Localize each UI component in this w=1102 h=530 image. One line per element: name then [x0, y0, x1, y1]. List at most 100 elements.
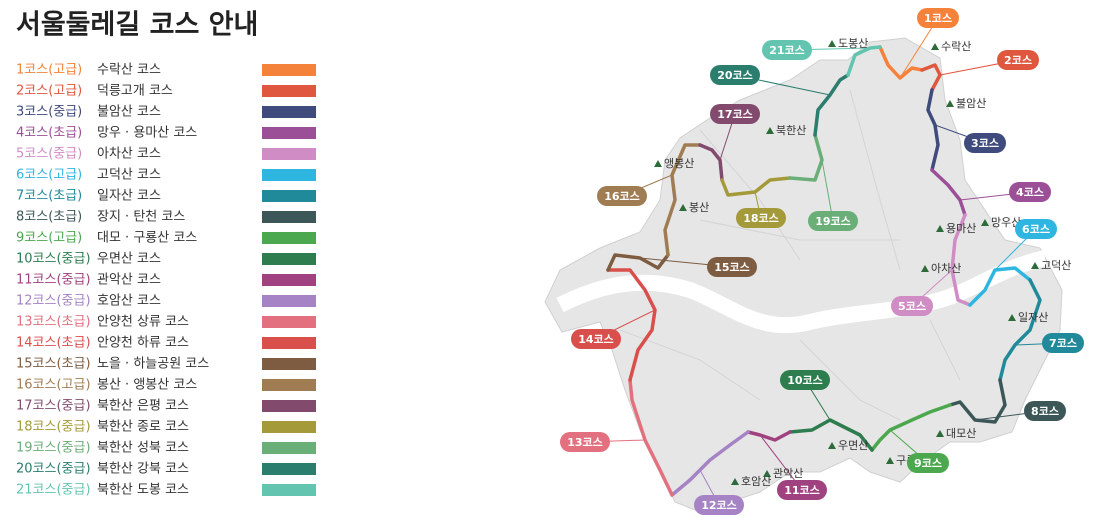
course-badge	[707, 257, 757, 277]
badge-text: 2코스	[1004, 54, 1032, 67]
mountain-icon	[886, 457, 894, 464]
route	[788, 418, 874, 452]
route	[870, 403, 952, 452]
legend-name: 고덕산 코스	[97, 168, 161, 183]
legend-name: 망우 · 용마산 코스	[97, 126, 197, 141]
badge-text: 14코스	[578, 333, 614, 346]
legend-swatch	[262, 127, 316, 139]
legend-swatch	[262, 148, 316, 160]
course-badge	[1024, 401, 1066, 421]
course-badge	[560, 432, 610, 452]
legend-name: 우면산 코스	[97, 252, 161, 267]
legend-course: 3코스(중급)	[16, 105, 82, 120]
mountain-label: 망우산	[991, 216, 1021, 229]
legend-course: 1코스(고급)	[16, 63, 82, 78]
title: 서울둘레길 코스 안내	[16, 10, 258, 41]
legend-swatch	[262, 190, 316, 202]
legend-name: 대모 · 구룡산 코스	[97, 231, 197, 246]
badge-text: 21코스	[769, 44, 805, 57]
route	[670, 430, 750, 497]
course-badge	[597, 186, 647, 206]
legend-name: 북한산 은평 코스	[97, 399, 189, 414]
mountain-icon	[828, 40, 836, 47]
legend-swatch	[262, 64, 316, 76]
legend-name: 북한산 종로 코스	[97, 420, 189, 435]
course-badge	[710, 104, 760, 124]
course-badge	[1015, 219, 1057, 239]
mountain-icon	[936, 225, 944, 232]
course-badge	[694, 495, 744, 515]
legend-name: 호암산 코스	[97, 294, 161, 309]
legend-course: 5코스(중급)	[16, 147, 82, 162]
legend-swatch	[262, 106, 316, 118]
course-badge	[710, 65, 760, 85]
legend-course: 11코스(중급)	[16, 273, 91, 288]
legend-name: 아차산 코스	[97, 147, 161, 162]
badge-text: 5코스	[898, 300, 926, 313]
legend-course: 9코스(고급)	[16, 231, 82, 246]
legend-swatch	[262, 232, 316, 244]
course-badge	[762, 40, 812, 60]
badges: 1코스 2코스 3코스 4코스 5코스 6코스 7코스 8코스 9코스 10코스 11코스 12코스 1…	[560, 8, 1084, 515]
course-badge	[1042, 333, 1084, 353]
badge-text: 16코스	[604, 190, 640, 203]
legend-name: 북한산 도봉 코스	[97, 483, 189, 498]
course-badge	[1009, 182, 1051, 202]
legend-swatch	[262, 400, 316, 412]
legend-course: 19코스(중급)	[16, 441, 91, 456]
course-badge	[964, 133, 1006, 153]
route	[746, 430, 792, 442]
course-badge	[907, 453, 949, 473]
mountain-icon	[766, 127, 774, 134]
badge-text: 19코스	[815, 215, 851, 228]
mountain-label: 우면산	[838, 439, 868, 452]
legend-swatch	[262, 295, 316, 307]
badge-text: 17코스	[717, 108, 753, 121]
route	[698, 143, 724, 182]
legend-course: 18코스(중급)	[16, 420, 91, 435]
mountain-icon	[1008, 314, 1016, 321]
mountain-icon	[654, 160, 662, 167]
mountain-icon	[731, 478, 739, 485]
mountain-label: 북한산	[776, 124, 806, 137]
map-base	[544, 37, 1063, 513]
mountain-label: 봉산	[689, 201, 709, 214]
mountain-label: 도봉산	[838, 37, 868, 50]
legend-course: 17코스(중급)	[16, 399, 91, 414]
mountain-icon	[828, 442, 836, 449]
legend-course: 4코스(초급)	[16, 126, 82, 141]
legend-swatch	[262, 274, 316, 286]
badge-text: 15코스	[714, 261, 750, 274]
legend-name: 장지 · 탄천 코스	[97, 210, 185, 225]
legend-course: 12코스(중급)	[16, 294, 91, 309]
legend-name: 북한산 강북 코스	[97, 462, 189, 477]
legend-swatch	[262, 484, 316, 496]
legend-name: 안양천 하류 코스	[97, 336, 189, 351]
mountain-label: 앵봉산	[664, 157, 694, 170]
legend-swatch	[262, 316, 316, 328]
badge-text: 1코스	[924, 12, 952, 25]
mountain-icon	[981, 219, 989, 226]
mountain-icon	[931, 43, 939, 50]
route	[948, 378, 1007, 424]
legend-course: 6코스(고급)	[16, 168, 82, 183]
mountain-icon	[936, 430, 944, 437]
mountain-label: 대모산	[946, 427, 976, 440]
legend-course: 15코스(초급)	[16, 357, 91, 372]
badge-text: 11코스	[784, 484, 820, 497]
legend-course: 2코스(고급)	[16, 84, 82, 99]
legend-name: 북한산 성북 코스	[97, 441, 189, 456]
badge-text: 8코스	[1031, 405, 1059, 418]
mountain-icon	[679, 204, 687, 211]
course-badge	[780, 370, 830, 390]
legend-course: 21코스(중급)	[16, 483, 91, 498]
badge-text: 6코스	[1022, 223, 1050, 236]
badge-text: 12코스	[701, 499, 737, 512]
badge-text: 4코스	[1016, 186, 1044, 199]
mountain-label: 용마산	[946, 222, 976, 235]
legend-swatch	[262, 211, 316, 223]
badge-text: 18코스	[743, 212, 779, 225]
legend-name: 불암산 코스	[97, 105, 161, 120]
mountain-label: 아차산	[931, 262, 961, 275]
mountain-icon	[763, 470, 771, 477]
